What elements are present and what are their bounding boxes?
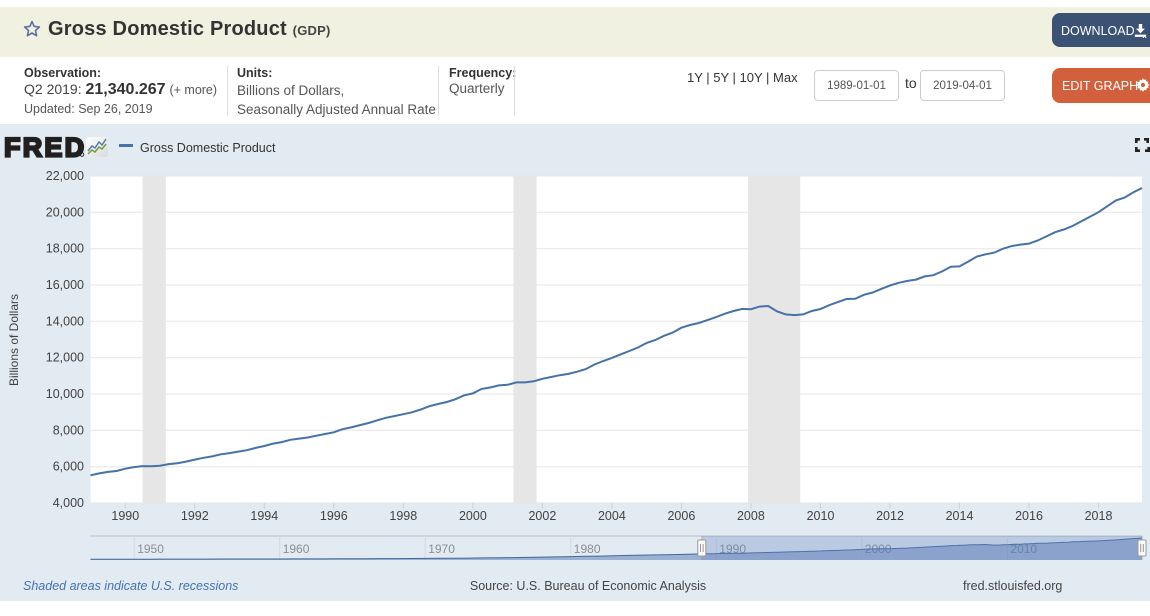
- svg-text:2008: 2008: [737, 509, 765, 523]
- svg-text:2014: 2014: [946, 509, 974, 523]
- svg-text:2016: 2016: [1015, 509, 1043, 523]
- svg-text:14,000: 14,000: [46, 314, 84, 328]
- svg-text:16,000: 16,000: [46, 278, 84, 292]
- svg-text:1950: 1950: [137, 542, 164, 556]
- svg-text:2000: 2000: [459, 509, 487, 523]
- svg-text:6,000: 6,000: [53, 460, 84, 474]
- svg-text:1980: 1980: [574, 542, 601, 556]
- svg-text:2010: 2010: [807, 509, 835, 523]
- svg-text:2012: 2012: [876, 509, 904, 523]
- svg-text:2010: 2010: [1010, 542, 1037, 556]
- svg-text:4,000: 4,000: [53, 496, 84, 510]
- svg-text:2004: 2004: [598, 509, 626, 523]
- svg-text:10,000: 10,000: [46, 387, 84, 401]
- svg-text:18,000: 18,000: [46, 242, 84, 256]
- svg-text:1994: 1994: [250, 509, 278, 523]
- svg-text:1990: 1990: [719, 542, 746, 556]
- svg-text:2006: 2006: [667, 509, 695, 523]
- svg-text:1998: 1998: [389, 509, 417, 523]
- svg-text:12,000: 12,000: [46, 351, 84, 365]
- svg-text:1992: 1992: [181, 509, 209, 523]
- svg-text:20,000: 20,000: [46, 205, 84, 219]
- svg-text:1990: 1990: [111, 509, 139, 523]
- svg-text:2018: 2018: [1085, 509, 1113, 523]
- svg-text:Billions of Dollars: Billions of Dollars: [7, 294, 21, 386]
- svg-text:8,000: 8,000: [53, 423, 84, 437]
- svg-text:2002: 2002: [528, 509, 556, 523]
- svg-text:1996: 1996: [320, 509, 348, 523]
- svg-text:1960: 1960: [283, 542, 310, 556]
- svg-text:1970: 1970: [428, 542, 455, 556]
- svg-text:22,000: 22,000: [46, 169, 84, 183]
- svg-text:FRED: FRED: [4, 133, 86, 161]
